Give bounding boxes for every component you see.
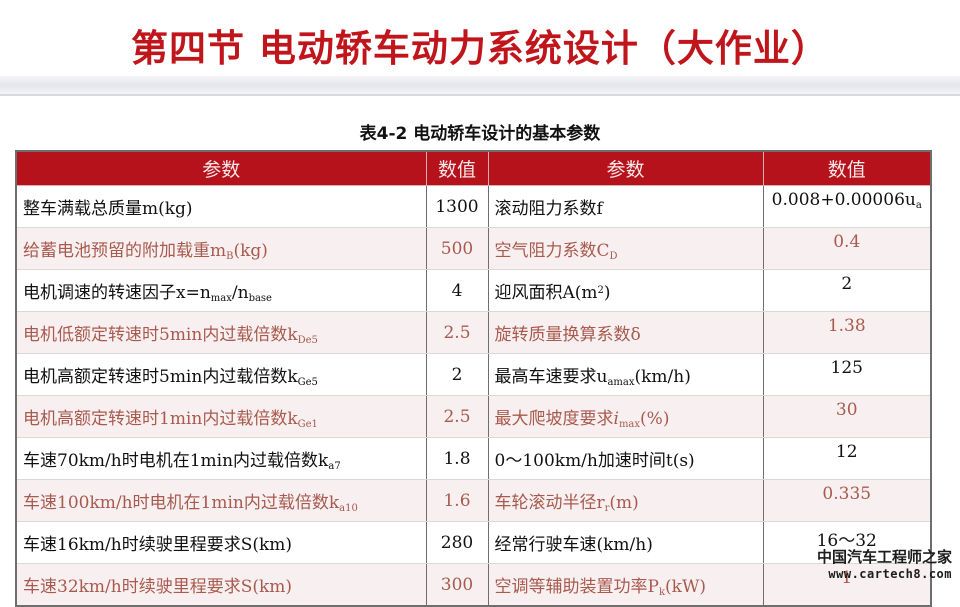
- param-value: 1.38: [762, 311, 932, 354]
- param-value: 125: [762, 353, 932, 396]
- watermark-url: www.cartech8.com: [828, 567, 952, 581]
- param-label: 0～100km/h加速时间t(s): [487, 437, 764, 480]
- param-value: 0.335: [762, 479, 932, 522]
- param-label: 空调等辅助装置功率Pk(kW): [487, 563, 764, 607]
- table-row: 电机高额定转速时5min内过载倍数kGe5 2 最高车速要求uamax(km/h…: [15, 353, 932, 396]
- table-row: 电机高额定转速时1min内过载倍数kGe1 2.5 最大爬坡度要求imax(%)…: [15, 395, 932, 438]
- param-label: 空气阻力系数CD: [487, 227, 764, 270]
- watermark-text: 中国汽车工程师之家: [816, 548, 952, 566]
- param-value: 1300: [425, 185, 489, 228]
- param-label: 车轮滚动半径rr(m): [487, 479, 764, 522]
- param-label: 最高车速要求uamax(km/h): [487, 353, 764, 396]
- param-label: 车速32km/h时续驶里程要求S(km): [15, 563, 427, 607]
- table-row: 车速70km/h时电机在1min内过载倍数ka7 1.8 0～100km/h加速…: [15, 437, 932, 480]
- param-value: 2: [425, 353, 489, 396]
- param-label: 车速16km/h时续驶里程要求S(km): [15, 521, 427, 564]
- param-label: 旋转质量换算系数δ: [487, 311, 764, 354]
- page-title: 第四节 电动轿车动力系统设计（大作业）: [131, 27, 829, 70]
- table-row: 整车满载总质量m(kg) 1300 滚动阻力系数f 0.008+0.00006u…: [15, 185, 932, 228]
- param-value: 2.5: [425, 311, 489, 354]
- param-value: 12: [762, 437, 932, 480]
- param-value: 1.6: [425, 479, 489, 522]
- param-label: 最大爬坡度要求imax(%): [487, 395, 764, 438]
- header-param-right: 参数: [487, 150, 764, 186]
- param-label: 经常行驶车速(km/h): [487, 521, 764, 564]
- param-label: 电机高额定转速时5min内过载倍数kGe5: [15, 353, 427, 396]
- parameter-table: 参数 数值 参数 数值 整车满载总质量m(kg) 1300 滚动阻力系数f 0.…: [15, 150, 932, 607]
- param-label: 整车满载总质量m(kg): [15, 185, 427, 228]
- param-value: 30: [762, 395, 932, 438]
- param-value: 2.5: [425, 395, 489, 438]
- header-value-right: 数值: [762, 150, 932, 186]
- param-label: 电机高额定转速时1min内过载倍数kGe1: [15, 395, 427, 438]
- param-label: 给蓄电池预留的附加载重mB(kg): [15, 227, 427, 270]
- table-row: 给蓄电池预留的附加载重mB(kg) 500 空气阻力系数CD 0.4: [15, 227, 932, 270]
- param-value: 4: [425, 269, 489, 312]
- param-label: 车速100km/h时电机在1min内过载倍数ka10: [15, 479, 427, 522]
- param-value: 0.4: [762, 227, 932, 270]
- param-value: 0.008+0.00006ua: [762, 185, 932, 228]
- param-label: 迎风面积A(m2): [487, 269, 764, 312]
- param-label: 电机低额定转速时5min内过载倍数kDe5: [15, 311, 427, 354]
- header-divider: [0, 94, 960, 96]
- header-band: [0, 76, 960, 94]
- param-label: 电机调速的转速因子x=nmax/nbase: [15, 269, 427, 312]
- table-row: 电机低额定转速时5min内过载倍数kDe5 2.5 旋转质量换算系数δ 1.38: [15, 311, 932, 354]
- param-label: 滚动阻力系数f: [487, 185, 764, 228]
- header-value-left: 数值: [425, 150, 489, 186]
- param-value: 500: [425, 227, 489, 270]
- param-value: 280: [425, 521, 489, 564]
- param-value: 300: [425, 563, 489, 607]
- param-value: 1.8: [425, 437, 489, 480]
- table-row: 车速16km/h时续驶里程要求S(km) 280 经常行驶车速(km/h) 16…: [15, 521, 932, 564]
- table-row: 电机调速的转速因子x=nmax/nbase 4 迎风面积A(m2) 2: [15, 269, 932, 312]
- table-caption: 表4-2 电动轿车设计的基本参数: [359, 124, 601, 144]
- param-label: 车速70km/h时电机在1min内过载倍数ka7: [15, 437, 427, 480]
- param-value: 2: [762, 269, 932, 312]
- header-param-left: 参数: [15, 150, 427, 186]
- table-header-row: 参数 数值 参数 数值: [15, 150, 932, 186]
- table-row: 车速100km/h时电机在1min内过载倍数ka10 1.6 车轮滚动半径rr(…: [15, 479, 932, 522]
- table-row: 车速32km/h时续驶里程要求S(km) 300 空调等辅助装置功率Pk(kW)…: [15, 563, 932, 607]
- param-value: 16～32: [762, 521, 932, 564]
